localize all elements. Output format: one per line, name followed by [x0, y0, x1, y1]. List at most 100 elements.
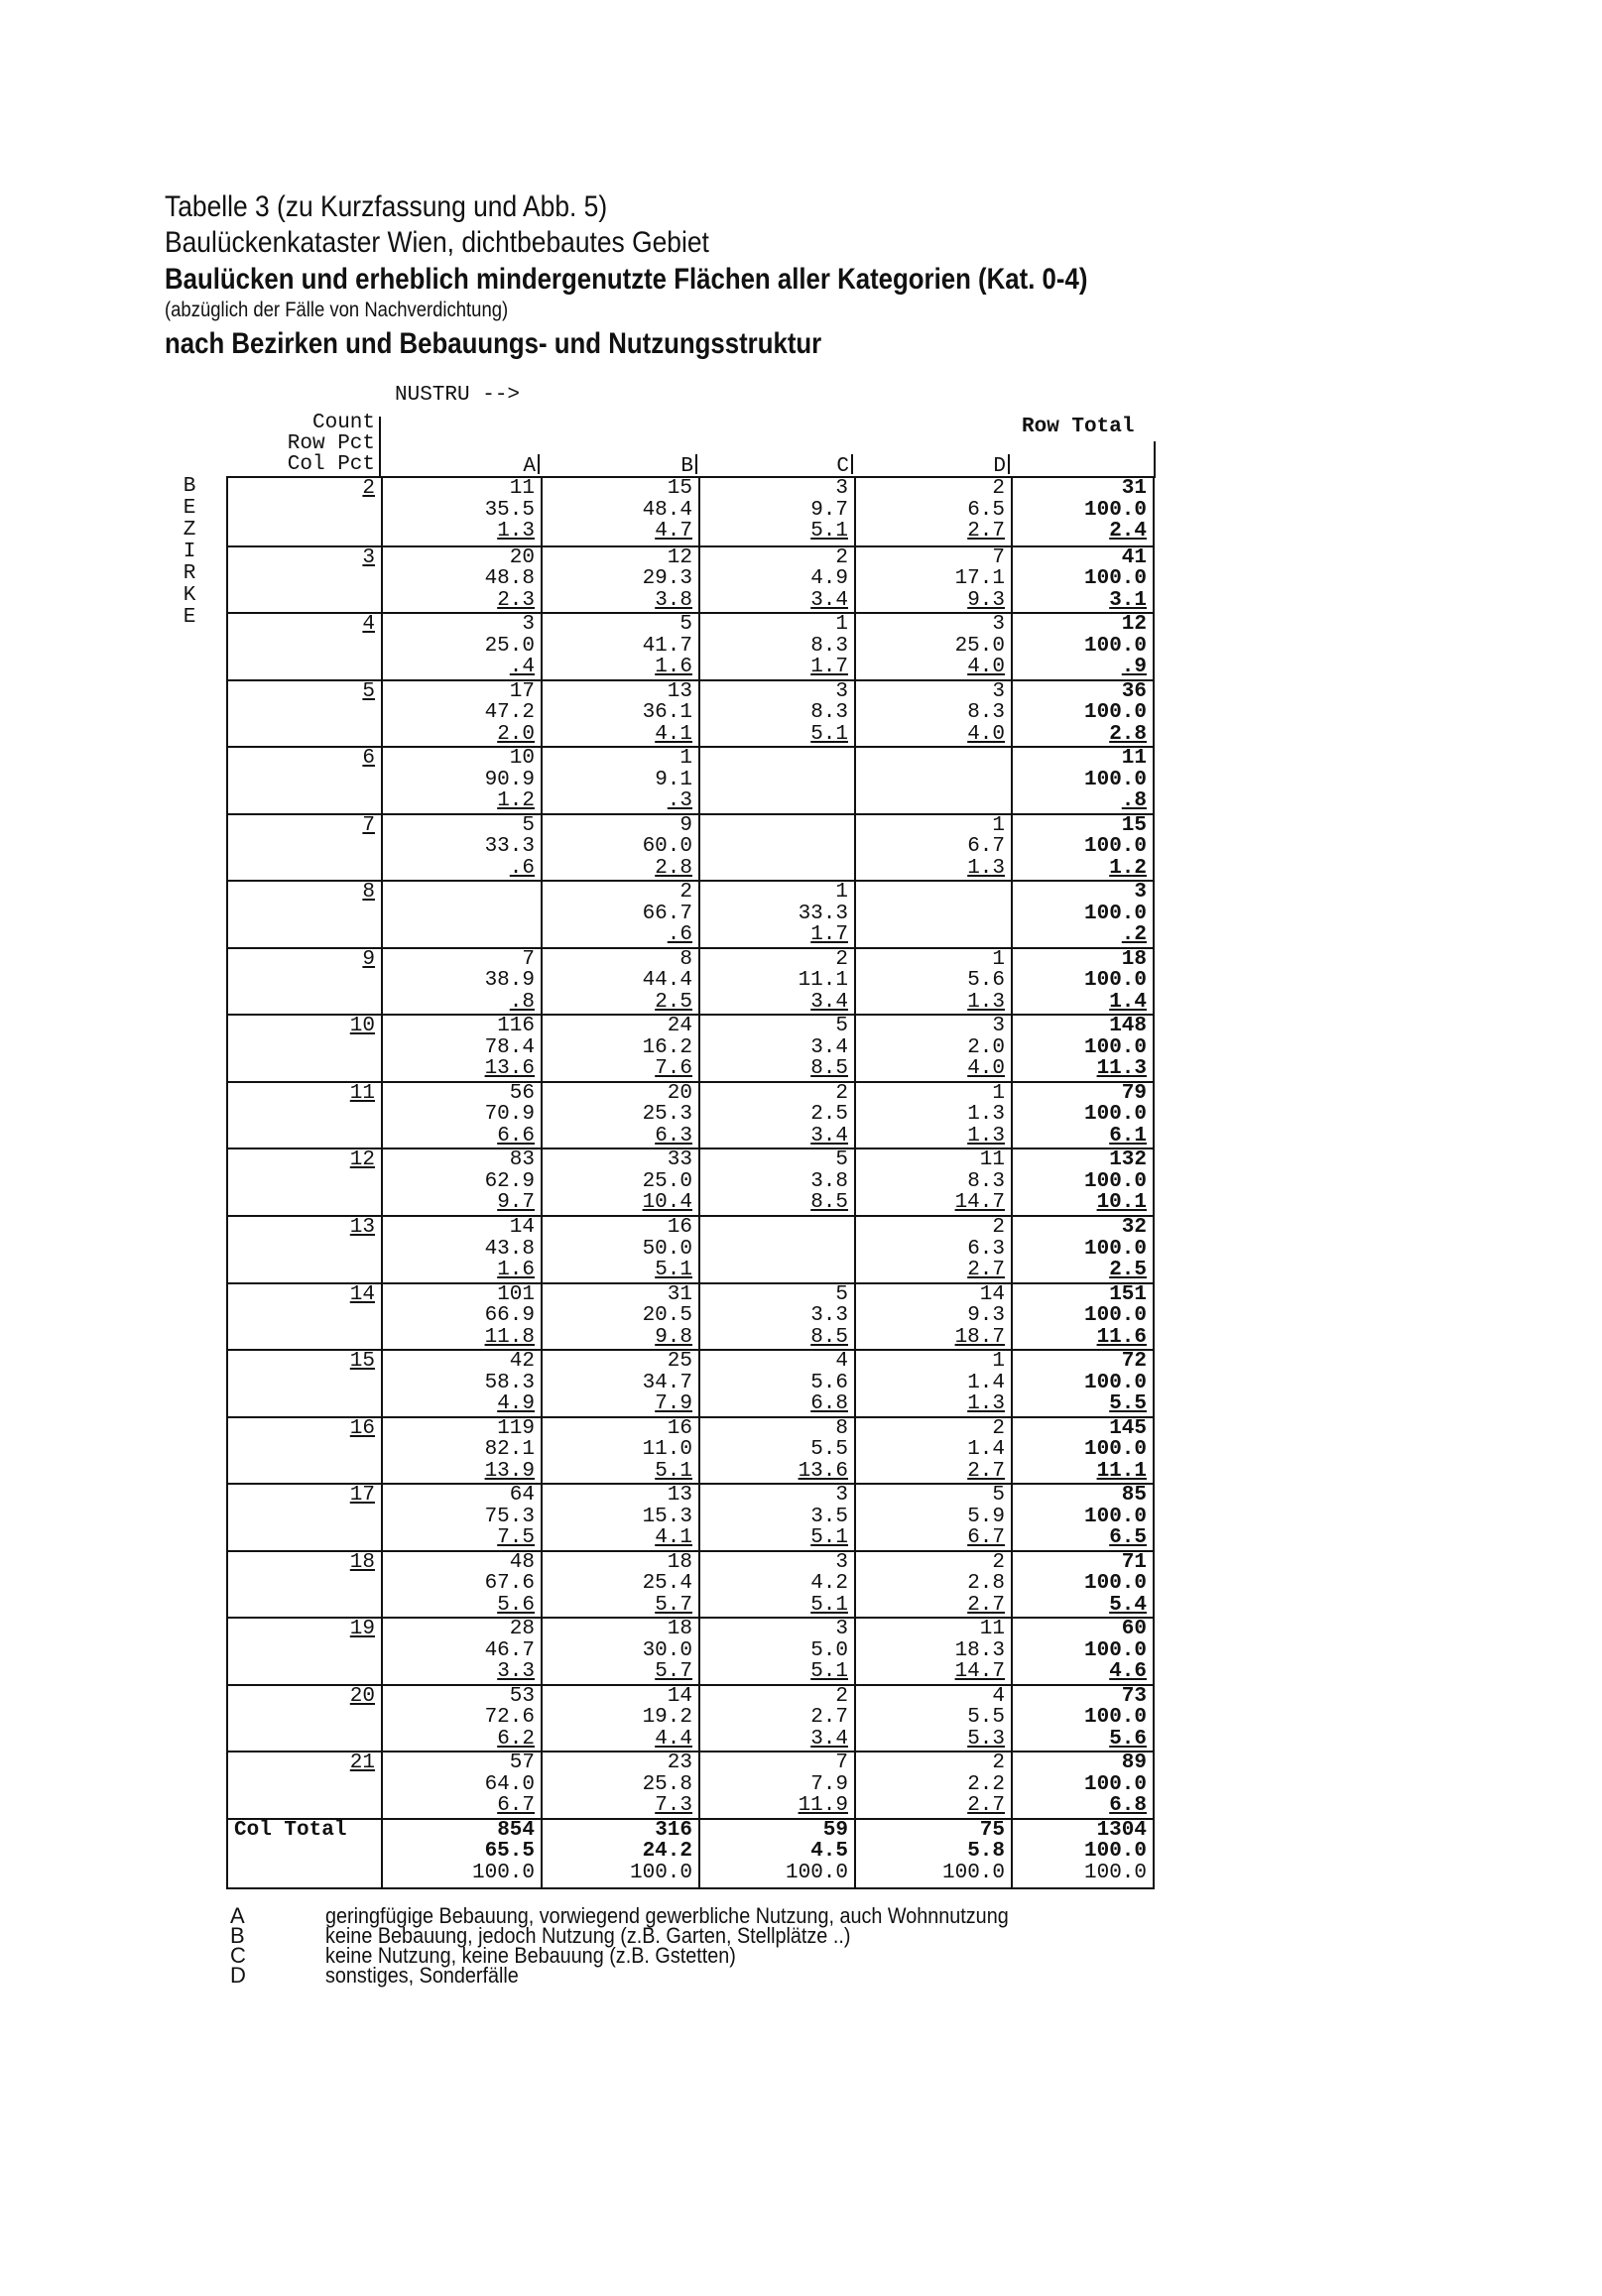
count: 132	[1109, 1148, 1147, 1172]
table-cell: 2 66.7.6	[541, 882, 698, 947]
col-pct: .2	[1121, 923, 1147, 947]
table-cell: 11 8.3 14.7	[854, 1149, 1011, 1216]
row-pct: 35.5	[484, 498, 535, 522]
table-cell: 14 19.2 4.4	[541, 1686, 698, 1752]
table-cell: 3 25.0 4.0	[854, 614, 1011, 679]
col-pct: 2.7	[967, 1259, 1005, 1282]
table-cell: 20 48.8 2.3	[381, 547, 541, 613]
col-pct: 4.0	[967, 1057, 1005, 1081]
row-pct: 100.0	[1083, 1438, 1147, 1462]
count: 116	[497, 1015, 535, 1038]
table-cell: 5 5.9 6.7	[854, 1485, 1011, 1550]
table-cell: 11 18.3 14.7	[854, 1619, 1011, 1684]
col-pct: .3	[667, 789, 692, 813]
table-cell: 9 60.0 2.8	[541, 815, 698, 881]
col-pct: 2.7	[967, 520, 1005, 543]
row-pct: 100.0	[1083, 1103, 1147, 1127]
row-total-cell: 12 100.0.9	[1011, 614, 1153, 679]
count: 3	[835, 1484, 848, 1508]
col-pct: 5.7	[655, 1593, 692, 1617]
row-total-cell: 36 100.0 2.8	[1011, 681, 1153, 747]
table-cell: 101 66.9 11.8	[381, 1284, 541, 1350]
column-header-label: A	[523, 455, 536, 478]
table-row: 21 57 64.0 6.7 23 25.8 7.3 7 7.9 11.9 2 2.2 2.7 89 100…	[228, 1751, 1153, 1818]
row-total-cell: 11 100.0.8	[1011, 748, 1153, 813]
count: 3	[835, 477, 848, 500]
table-heading-2: nach Bezirken und Bebauungs- und Nutzung…	[165, 327, 822, 360]
table-cell: 18 25.4 5.7	[541, 1552, 698, 1618]
row-pct: 100.0	[1083, 1638, 1147, 1662]
row-pct: 20.5	[642, 1304, 692, 1328]
table-cell: 56 70.9 6.6	[381, 1083, 541, 1148]
row-pct: 11.0	[642, 1438, 692, 1462]
col-pct: 6.8	[810, 1392, 848, 1416]
row-pct: 75.3	[484, 1505, 535, 1528]
table-cell: 119 82.1 13.9	[381, 1418, 541, 1484]
col-pct: 9.8	[655, 1325, 692, 1349]
col-pct: 6.5	[1109, 1526, 1147, 1550]
row-label: 8	[228, 882, 381, 947]
count: 2	[992, 477, 1005, 500]
row-total-cell: 79 100.0 6.1	[1011, 1083, 1153, 1148]
table-cell	[854, 882, 1011, 947]
table-row: 4 3 25.0.4 5 41.7 1.6 1 8.3 1.7 3 25.0 4.0 12 100.0.9	[228, 612, 1153, 679]
table-cell: 2 1.4 2.7	[854, 1418, 1011, 1484]
table-cell: 83 62.9 9.7	[381, 1149, 541, 1216]
divider	[1154, 441, 1156, 478]
table-heading: Baulücken und erheblich mindergenutzte F…	[165, 263, 1088, 296]
col-pct: 5.5	[1109, 1392, 1147, 1416]
row-pct: 5.5	[810, 1438, 848, 1462]
col-pct: 11.6	[1096, 1325, 1147, 1349]
row-label: 16	[228, 1418, 381, 1484]
col-pct: 3.1	[1109, 588, 1147, 612]
row-pct: 72.6	[484, 1706, 535, 1730]
count: 4	[835, 1350, 848, 1374]
table-cell: 1 1.4 1.3	[854, 1351, 1011, 1416]
col-pct: 7.6	[655, 1057, 692, 1081]
district-number: 18	[349, 1550, 375, 1574]
table-cell: 8 5.5 13.6	[698, 1418, 854, 1484]
col-pct: 11.9	[798, 1794, 848, 1818]
col-pct: 5.6	[1109, 1727, 1147, 1751]
table-row: 13 14 43.8 1.6 16 50.0 5.1 2 6.3 2.7 32 100.0 2.5	[228, 1215, 1153, 1282]
row-pct: 6.7	[967, 835, 1005, 859]
col-pct: 100.0	[941, 1861, 1005, 1884]
district-number: 14	[349, 1282, 375, 1306]
row-pct: 4.5	[810, 1840, 848, 1864]
row-pct: 9.7	[810, 498, 848, 522]
table-cell: 5 3.8 8.5	[698, 1149, 854, 1216]
col-pct: 1.3	[967, 990, 1005, 1014]
column-header-b: B	[680, 454, 697, 478]
count: 36	[1121, 679, 1147, 703]
count: 3	[992, 1015, 1005, 1038]
column-variable-label: NUSTRU -->	[395, 384, 521, 407]
row-total-cell: 148 100.0 11.3	[1011, 1016, 1153, 1081]
col-pct: 1.3	[967, 856, 1005, 880]
table-row: 6 10 90.9 1.2 1 9.1.3 11 100.0.8	[228, 746, 1153, 813]
col-pct: 5.3	[967, 1727, 1005, 1751]
col-pct: 2.8	[655, 856, 692, 880]
row-pct: 100.0	[1083, 1169, 1147, 1193]
row-pct: 100.0	[1083, 768, 1147, 791]
col-pct: 7.5	[497, 1526, 535, 1550]
row-total-cell: 60 100.0 4.6	[1011, 1619, 1153, 1684]
row-label: 13	[228, 1217, 381, 1282]
table-cell	[381, 882, 541, 947]
table-row: 9 7 38.9.8 8 44.4 2.5 2 11.1 3.4 1 5.6 1.3 18 100.0 1.…	[228, 946, 1153, 1015]
count: 854	[497, 1818, 535, 1842]
column-header-c: C	[836, 454, 853, 478]
table-row: 5 17 47.2 2.0 13 36.1 4.1 3 8.3 5.1 3 8.3 4.0 36 100.0…	[228, 678, 1153, 747]
district-number: 13	[349, 1216, 375, 1240]
count: 148	[1109, 1015, 1147, 1038]
col-pct: 7.3	[655, 1794, 692, 1818]
row-pct: 1.4	[967, 1371, 1005, 1394]
col-pct: .9	[1121, 656, 1147, 679]
table-cell: 3 4.2 5.1	[698, 1552, 854, 1618]
count: 20	[667, 1081, 692, 1105]
row-pct: 66.7	[642, 902, 692, 925]
count: 3	[835, 679, 848, 703]
col-total-cell: 75 5.8 100.0	[854, 1820, 1011, 1887]
count: 79	[1121, 1081, 1147, 1105]
divider	[851, 454, 853, 474]
